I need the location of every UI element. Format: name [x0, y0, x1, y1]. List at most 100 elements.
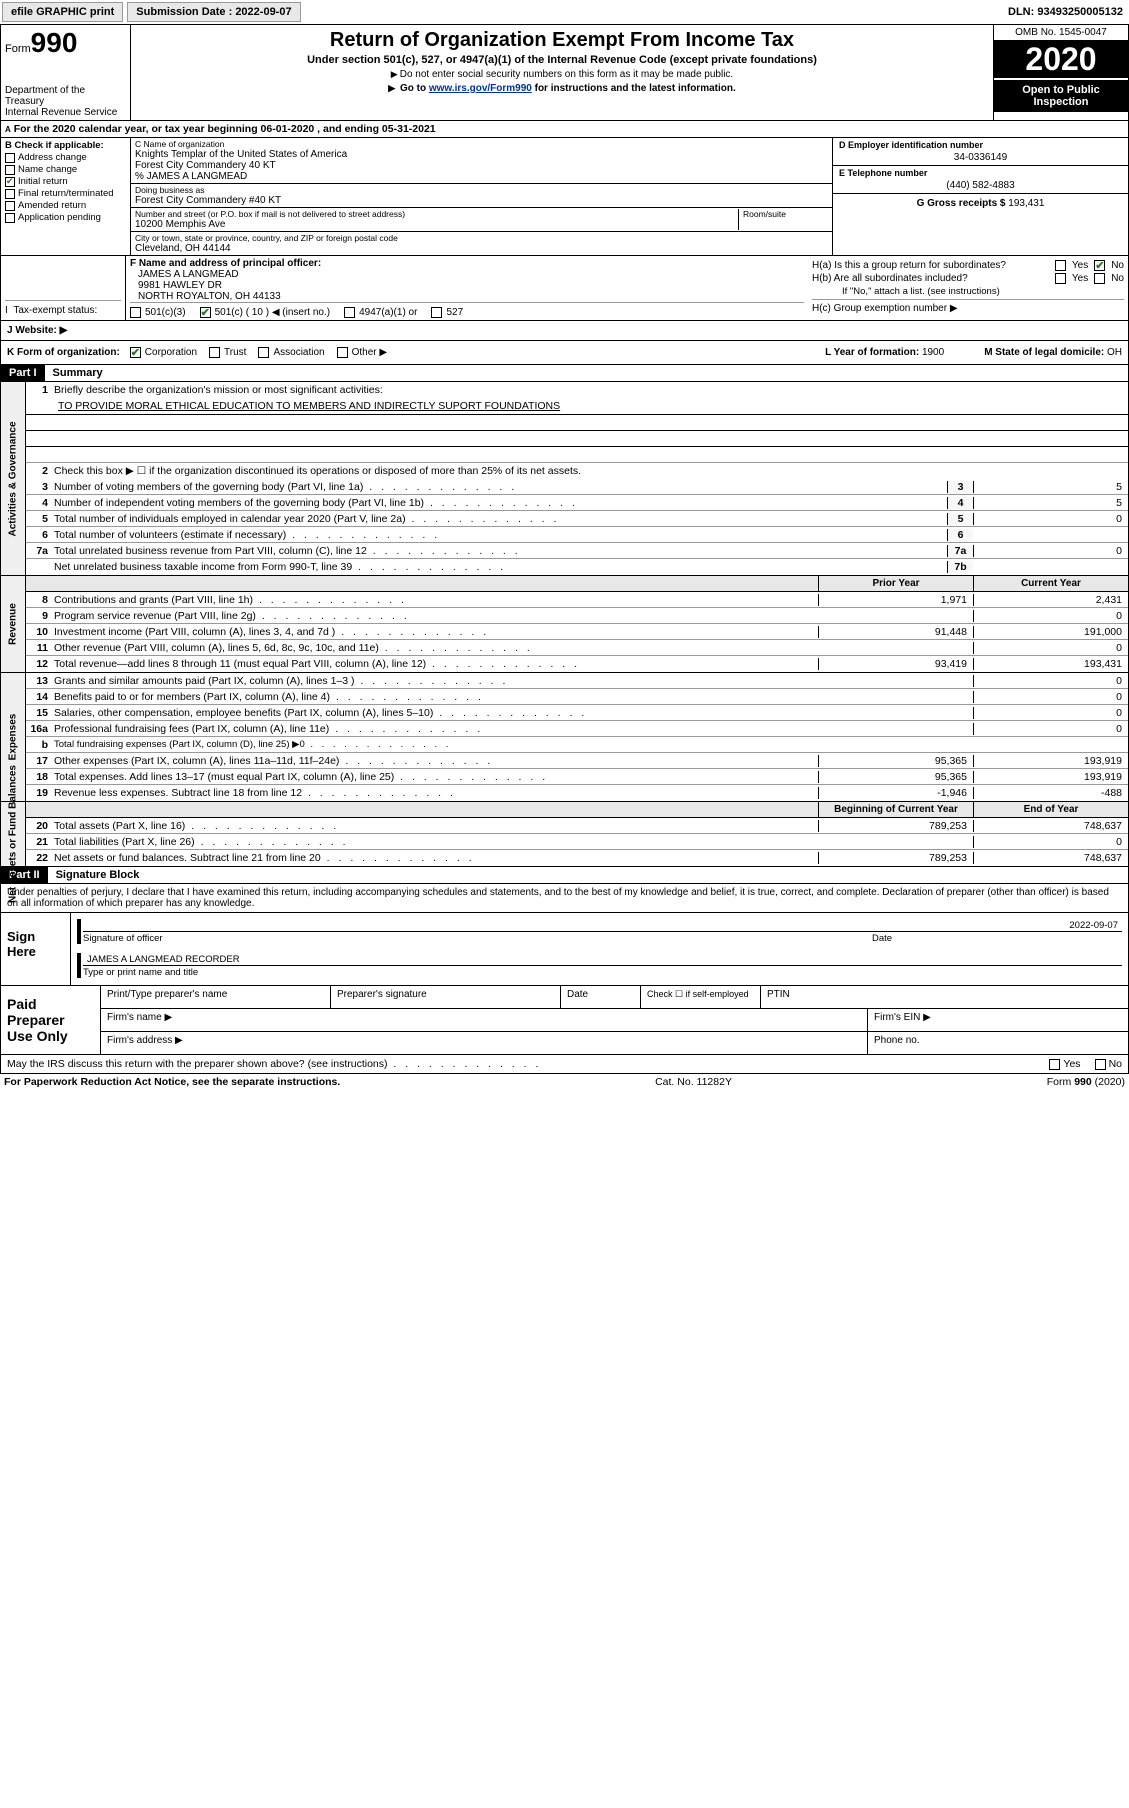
section-deg: D Employer identification number 34-0336…	[833, 138, 1128, 255]
rev-prior-2: 91,448	[818, 626, 973, 638]
form-number: Form990	[5, 27, 126, 59]
rev-curr-1: 0	[973, 610, 1128, 622]
rev-num-4: 12	[26, 658, 54, 670]
i-checkbox-3[interactable]	[431, 307, 442, 318]
k-checkbox-2[interactable]	[258, 347, 269, 358]
b-item-5: Application pending	[18, 212, 101, 223]
exp-prior-7: -1,946	[818, 787, 973, 799]
gov-txt-3: Total number of volunteers (estimate if …	[54, 528, 947, 542]
officer-name-title: JAMES A LANGMEAD RECORDER	[87, 954, 240, 965]
gov-num-2: 5	[26, 513, 54, 525]
b-checkbox-1[interactable]	[5, 165, 15, 175]
note-link: Go to www.irs.gov/Form990 for instructio…	[135, 83, 989, 94]
gov-num-4: 7a	[26, 545, 54, 557]
exp-curr-1: 0	[973, 691, 1128, 703]
hb-no-checkbox[interactable]	[1094, 273, 1105, 284]
exp-curr-3: 0	[973, 723, 1128, 735]
ha-no-checkbox[interactable]	[1094, 260, 1105, 271]
k-checkbox-3[interactable]	[337, 347, 348, 358]
l-value: 1900	[922, 347, 944, 358]
section-b: B Check if applicable: Address changeNam…	[1, 138, 131, 255]
phone-value: (440) 582-4883	[839, 178, 1122, 191]
city-label: City or town, state or province, country…	[135, 233, 828, 243]
header-center: Return of Organization Exempt From Incom…	[131, 25, 993, 120]
room-label: Room/suite	[743, 209, 828, 219]
p-date: Date	[561, 986, 641, 1008]
i-checkbox-2[interactable]	[344, 307, 355, 318]
side-exp: Expenses	[8, 714, 19, 761]
b-item-1: Name change	[18, 164, 77, 175]
efile-print-button[interactable]: efile GRAPHIC print	[2, 2, 123, 22]
exp-txt-5: Other expenses (Part IX, column (A), lin…	[54, 754, 818, 768]
gov-val-4: 0	[973, 545, 1128, 557]
na-prior-2: 789,253	[818, 852, 973, 864]
tax-exempt-i-cell: I Tax-exempt status:	[1, 256, 126, 320]
na-prior-0: 789,253	[818, 820, 973, 832]
i-checkbox-1[interactable]	[200, 307, 211, 318]
sig-intro: Under penalties of perjury, I declare th…	[0, 884, 1129, 913]
b-item-4: Amended return	[18, 200, 86, 211]
b-checkbox-3[interactable]	[5, 189, 15, 199]
firm-name: Firm's name ▶	[101, 1009, 868, 1031]
firm-ein: Firm's EIN ▶	[868, 1009, 1128, 1031]
b-checkbox-0[interactable]	[5, 153, 15, 163]
gov-txt-4: Total unrelated business revenue from Pa…	[54, 544, 947, 558]
rev-txt-3: Other revenue (Part VIII, column (A), li…	[54, 641, 818, 655]
ein-value: 34-0336149	[839, 150, 1122, 163]
na-num-0: 20	[26, 820, 54, 832]
exp-txt-3: Professional fundraising fees (Part IX, …	[54, 722, 818, 736]
paid-preparer-block: Paid Preparer Use Only Print/Type prepar…	[0, 986, 1129, 1055]
exp-num-3: 16a	[26, 723, 54, 735]
gov-txt-1: Number of independent voting members of …	[54, 496, 947, 510]
officer-name: JAMES A LANGMEAD	[138, 269, 804, 280]
rev-num-3: 11	[26, 642, 54, 654]
exp-curr-6: 193,919	[973, 771, 1128, 783]
tax-year: 2020	[994, 41, 1128, 78]
org-name-3: % JAMES A LANGMEAD	[135, 171, 828, 182]
ein-label: D Employer identification number	[839, 140, 1122, 150]
exp-num-2: 15	[26, 707, 54, 719]
i-opt-0: 501(c)(3)	[145, 307, 186, 318]
na-txt-1: Total liabilities (Part X, line 26)	[54, 835, 818, 849]
p-name: Print/Type preparer's name	[101, 986, 331, 1008]
omb-number: OMB No. 1545-0047	[994, 25, 1128, 41]
mission-text: TO PROVIDE MORAL ETHICAL EDUCATION TO ME…	[26, 398, 1128, 415]
side-rev: Revenue	[8, 603, 19, 645]
sign-here-label: Sign Here	[1, 913, 71, 985]
na-txt-0: Total assets (Part X, line 16)	[54, 819, 818, 833]
gov-val-0: 5	[973, 481, 1128, 493]
b-checkbox-4[interactable]	[5, 201, 15, 211]
rev-txt-4: Total revenue—add lines 8 through 11 (mu…	[54, 657, 818, 671]
dba-label: Doing business as	[135, 185, 828, 195]
k-opt-2: Association	[273, 347, 324, 358]
k-label: K Form of organization:	[7, 347, 120, 358]
date-lbl: Date	[872, 933, 1122, 944]
b-checkbox-2[interactable]	[5, 177, 15, 187]
section-h: H(a) Is this a group return for subordin…	[808, 256, 1128, 320]
col-prior: Prior Year	[818, 576, 973, 591]
m-value: OH	[1107, 347, 1122, 358]
b-checkbox-5[interactable]	[5, 213, 15, 223]
top-bar: efile GRAPHIC print Submission Date : 20…	[0, 0, 1129, 24]
hb-yes-checkbox[interactable]	[1055, 273, 1066, 284]
submission-date-button[interactable]: Submission Date : 2022-09-07	[127, 2, 300, 22]
paid-label: Paid Preparer Use Only	[1, 986, 101, 1054]
rev-curr-3: 0	[973, 642, 1128, 654]
may-no-checkbox[interactable]	[1095, 1059, 1106, 1070]
form990-link[interactable]: www.irs.gov/Form990	[429, 83, 532, 94]
may-text: May the IRS discuss this return with the…	[7, 1058, 1049, 1070]
exp-txt-1: Benefits paid to or for members (Part IX…	[54, 690, 818, 704]
exp-curr-2: 0	[973, 707, 1128, 719]
dba-value: Forest City Commandery #40 KT	[135, 195, 828, 206]
form-header: Form990 Department of the Treasury Inter…	[0, 24, 1129, 121]
ha-yes-checkbox[interactable]	[1055, 260, 1066, 271]
na-num-2: 22	[26, 852, 54, 864]
may-yes-checkbox[interactable]	[1049, 1059, 1060, 1070]
exp-num-7: 19	[26, 787, 54, 799]
section-f: F Name and address of principal officer:…	[126, 256, 808, 320]
b-item-3: Final return/terminated	[18, 188, 114, 199]
k-checkbox-0[interactable]	[130, 347, 141, 358]
gov-val-2: 0	[973, 513, 1128, 525]
k-checkbox-1[interactable]	[209, 347, 220, 358]
i-checkbox-0[interactable]	[130, 307, 141, 318]
